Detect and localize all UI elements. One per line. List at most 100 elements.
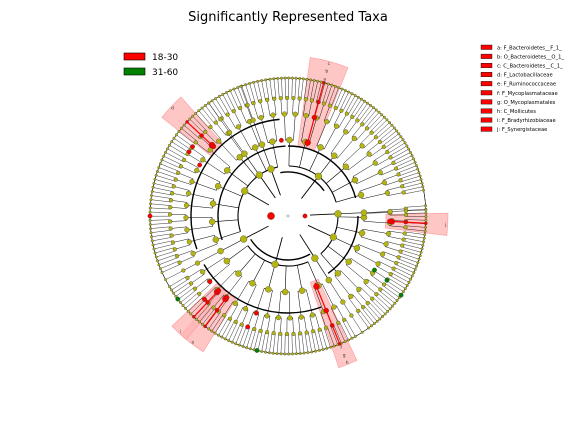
family-branch bbox=[303, 316, 307, 333]
order-branch bbox=[252, 120, 263, 145]
genus-node bbox=[413, 267, 417, 271]
genus-node bbox=[186, 309, 190, 313]
genus-branch bbox=[218, 96, 230, 114]
class-node bbox=[241, 150, 248, 157]
family-branch bbox=[253, 103, 259, 119]
taxa-key-swatch bbox=[480, 72, 493, 78]
class-node bbox=[345, 258, 352, 265]
order-branch bbox=[359, 182, 385, 192]
genus-node bbox=[374, 108, 378, 112]
genus-node bbox=[168, 285, 171, 289]
group-2-node bbox=[384, 277, 390, 283]
genus-node bbox=[248, 82, 251, 85]
legend-label-group-2: 31-60 bbox=[152, 68, 178, 78]
class-node bbox=[236, 154, 243, 161]
highlighted-node bbox=[323, 307, 329, 314]
genus-node bbox=[150, 235, 154, 239]
genus-node bbox=[236, 86, 240, 89]
phylum-node bbox=[334, 210, 342, 218]
genus-branch bbox=[151, 195, 172, 199]
genus-branch bbox=[374, 122, 390, 137]
order-branch bbox=[328, 279, 344, 303]
genus-branch bbox=[269, 79, 273, 100]
class-branch bbox=[307, 261, 319, 286]
family-branch bbox=[333, 110, 342, 126]
genus-branch bbox=[281, 78, 283, 99]
order-node bbox=[287, 315, 293, 321]
family-branch bbox=[389, 210, 406, 212]
genus-node bbox=[283, 352, 287, 356]
genus-branch bbox=[171, 279, 189, 291]
genus-node bbox=[244, 83, 248, 87]
family-node bbox=[327, 103, 332, 108]
genus-branch bbox=[373, 297, 388, 312]
taxa-key-label: i: F_Bradyrhizobiaceae bbox=[497, 118, 556, 124]
genus-node bbox=[157, 166, 161, 169]
family-node bbox=[245, 103, 250, 108]
genus-node bbox=[392, 126, 396, 130]
genus-branch bbox=[405, 228, 426, 232]
genus-branch bbox=[403, 240, 423, 246]
genus-branch bbox=[355, 103, 368, 120]
order-node bbox=[264, 313, 270, 319]
family-branch bbox=[329, 107, 336, 123]
family-branch bbox=[235, 307, 244, 322]
taxa-key-label: g: O_Mycoplasmatales bbox=[497, 100, 556, 106]
class-branch bbox=[272, 141, 279, 168]
taxa-key-swatch bbox=[480, 90, 493, 96]
genus-branch bbox=[381, 288, 398, 301]
class-node bbox=[281, 288, 289, 296]
genus-node bbox=[170, 140, 174, 144]
genus-node bbox=[407, 147, 411, 151]
genus-node bbox=[207, 101, 211, 105]
class-node bbox=[298, 287, 306, 294]
family-branch bbox=[224, 301, 234, 316]
genus-node bbox=[344, 89, 347, 92]
genus-node bbox=[153, 177, 157, 181]
genus-branch bbox=[291, 333, 293, 354]
family-branch bbox=[266, 99, 271, 116]
highlighted-node bbox=[338, 342, 342, 346]
genus-branch bbox=[269, 332, 273, 353]
family-branch bbox=[180, 166, 196, 174]
family-node bbox=[388, 155, 393, 160]
genus-branch bbox=[324, 328, 331, 348]
genus-node bbox=[412, 271, 416, 275]
genus-node bbox=[153, 251, 157, 255]
genus-branch bbox=[304, 79, 308, 100]
genus-node bbox=[174, 133, 178, 137]
highlighted-node bbox=[210, 143, 217, 150]
highlighted-node bbox=[205, 300, 210, 305]
family-node bbox=[398, 178, 403, 183]
genus-node bbox=[312, 79, 316, 82]
class-branch bbox=[268, 264, 276, 290]
genus-branch bbox=[403, 237, 424, 242]
genus-branch bbox=[353, 101, 365, 118]
genus-branch bbox=[358, 105, 371, 122]
order-branch bbox=[316, 121, 327, 146]
order-node bbox=[275, 314, 282, 321]
legend-swatch-group-1 bbox=[123, 52, 146, 61]
class-branch bbox=[252, 260, 265, 284]
genus-branch bbox=[190, 299, 206, 315]
genus-branch bbox=[183, 125, 200, 139]
family-branch bbox=[376, 157, 391, 166]
family-branch bbox=[298, 317, 301, 334]
family-branch bbox=[176, 250, 193, 257]
branch-arc bbox=[217, 145, 286, 241]
family-node bbox=[355, 118, 360, 123]
genus-node bbox=[409, 150, 412, 154]
genus-node bbox=[353, 335, 357, 338]
order-branch bbox=[218, 141, 237, 161]
genus-node bbox=[326, 82, 330, 86]
genus-node bbox=[283, 76, 287, 80]
genus-branch bbox=[158, 257, 178, 265]
genus-branch bbox=[379, 290, 395, 304]
genus-node bbox=[419, 250, 423, 254]
class-node bbox=[357, 191, 365, 199]
genus-branch bbox=[235, 325, 244, 344]
order-node bbox=[216, 138, 222, 144]
genus-branch bbox=[405, 219, 426, 221]
genus-branch bbox=[253, 82, 259, 102]
order-node bbox=[235, 124, 242, 130]
